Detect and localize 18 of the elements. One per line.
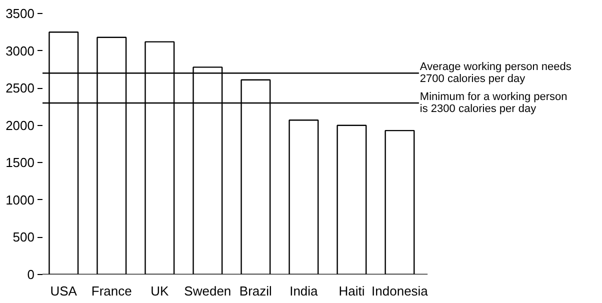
y-tick-label: 3000 — [6, 43, 34, 58]
y-tick-label: 3500 — [6, 6, 34, 21]
x-tick-label: France — [91, 284, 132, 298]
x-tick-label: India — [290, 284, 319, 298]
y-tick-label: 2000 — [6, 118, 34, 133]
x-tick-label: Haiti — [338, 284, 365, 298]
y-tick-label: 0 — [27, 267, 35, 282]
x-tick-label: Indonesia — [372, 284, 429, 298]
ref-line-label: Average working person needs 2700 calories per day — [420, 61, 572, 86]
ref-line-label: Minimum for a working person is 2300 calories per day — [420, 90, 568, 115]
x-tick-label: Sweden — [184, 284, 232, 298]
y-tick-label: 500 — [12, 230, 35, 245]
x-tick-label: UK — [150, 284, 170, 298]
x-tick-label: Brazil — [239, 284, 272, 298]
x-tick-label: USA — [50, 284, 78, 298]
y-tick-label: 2500 — [6, 80, 34, 96]
y-tick-label: 1500 — [6, 155, 34, 170]
y-tick-label: 1000 — [6, 192, 34, 208]
